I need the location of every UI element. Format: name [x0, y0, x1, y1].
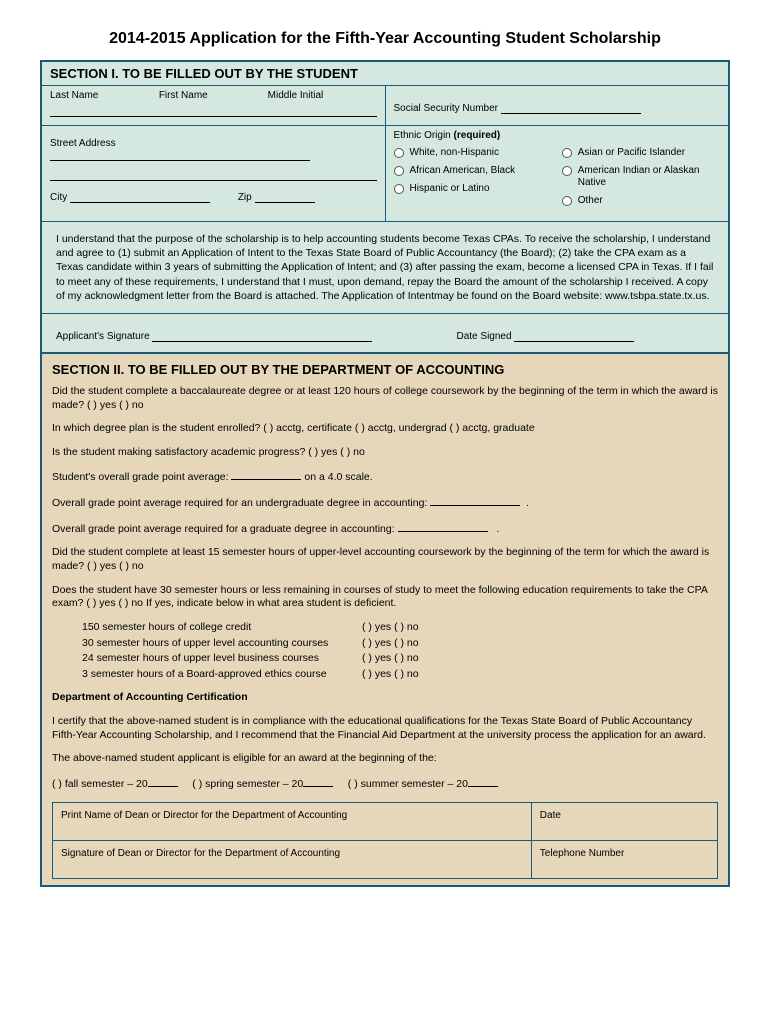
- signature-cell[interactable]: Signature of Dean or Director for the De…: [53, 840, 532, 878]
- name-input-line[interactable]: [50, 103, 377, 117]
- eligible-intro: The above-named student applicant is eli…: [52, 752, 718, 766]
- first-name-label: First Name: [159, 90, 268, 101]
- grad-gpa-input[interactable]: [398, 521, 488, 532]
- ethnic-hispanic: Hispanic or Latino: [410, 183, 490, 195]
- spring-year[interactable]: [303, 776, 333, 787]
- signature-row: Applicant's Signature Date Signed: [42, 314, 728, 352]
- semester-options: ( ) fall semester – 20 ( ) spring semest…: [52, 776, 718, 792]
- print-name-cell[interactable]: Print Name of Dean or Director for the D…: [53, 802, 532, 840]
- req-30-yn[interactable]: ( ) yes ( ) no: [362, 637, 419, 651]
- radio-native[interactable]: [562, 166, 572, 176]
- street-address-label: Street Address: [50, 138, 116, 149]
- city-input[interactable]: [70, 191, 210, 203]
- zip-input[interactable]: [255, 191, 315, 203]
- ethnic-other: Other: [578, 195, 603, 207]
- requirements-list: 150 semester hours of college credit( ) …: [82, 621, 718, 682]
- radio-other[interactable]: [562, 196, 572, 206]
- req-24-yn[interactable]: ( ) yes ( ) no: [362, 652, 419, 666]
- section-1-row-1: Last Name First Name Middle Initial Soci…: [42, 86, 728, 126]
- ssn-label: Social Security Number: [394, 103, 498, 114]
- q-baccalaureate: Did the student complete a baccalaureate…: [52, 385, 718, 412]
- gpa-input[interactable]: [231, 469, 301, 480]
- applicant-signature-input[interactable]: [152, 330, 372, 342]
- fall-year[interactable]: [148, 776, 178, 787]
- signature-table: Print Name of Dean or Director for the D…: [52, 802, 718, 879]
- radio-hispanic[interactable]: [394, 184, 404, 194]
- q-gpa: Student's overall grade point average: o…: [52, 469, 718, 485]
- q-grad-gpa: Overall grade point average required for…: [52, 521, 718, 537]
- q-satisfactory-progress: Is the student making satisfactory acade…: [52, 446, 718, 460]
- q-undergrad-gpa: Overall grade point average required for…: [52, 495, 718, 511]
- spring-option[interactable]: ( ) spring semester – 20: [192, 778, 303, 790]
- section-2-header: SECTION II. TO BE FILLED OUT BY THE DEPA…: [42, 354, 728, 381]
- summer-option[interactable]: ( ) summer semester – 20: [348, 778, 468, 790]
- date-signed-input[interactable]: [514, 330, 634, 342]
- req-150-yn[interactable]: ( ) yes ( ) no: [362, 621, 419, 635]
- street-input-2[interactable]: [50, 167, 377, 181]
- fall-option[interactable]: ( ) fall semester – 20: [52, 778, 148, 790]
- ethnic-native: American Indian or Alaskan Native: [578, 165, 720, 189]
- section-1: SECTION I. TO BE FILLED OUT BY THE STUDE…: [42, 62, 728, 354]
- middle-initial-label: Middle Initial: [268, 90, 377, 101]
- q-15-hours: Did the student complete at least 15 sem…: [52, 546, 718, 573]
- radio-asian[interactable]: [562, 148, 572, 158]
- q-30-hours: Does the student have 30 semester hours …: [52, 584, 718, 611]
- radio-african[interactable]: [394, 166, 404, 176]
- certification-header: Department of Accounting Certification: [52, 691, 718, 705]
- last-name-label: Last Name: [50, 90, 159, 101]
- ethnic-required: (required): [454, 130, 501, 141]
- date-cell[interactable]: Date: [531, 802, 717, 840]
- section-1-header: SECTION I. TO BE FILLED OUT BY THE STUDE…: [42, 62, 728, 86]
- ssn-input[interactable]: [501, 102, 641, 114]
- ethnic-african: African American, Black: [410, 165, 516, 177]
- undergrad-gpa-input[interactable]: [430, 495, 520, 506]
- certification-text: I certify that the above-named student i…: [52, 715, 718, 742]
- q-gpa-b: on a 4.0 scale.: [304, 471, 372, 483]
- summer-year[interactable]: [468, 776, 498, 787]
- req-150: 150 semester hours of college credit: [82, 621, 362, 635]
- q-grad-gpa-text: Overall grade point average required for…: [52, 523, 395, 535]
- form-container: SECTION I. TO BE FILLED OUT BY THE STUDE…: [40, 60, 730, 887]
- zip-label: Zip: [238, 192, 252, 203]
- q-undergrad-gpa-text: Overall grade point average required for…: [52, 497, 427, 509]
- req-3: 3 semester hours of a Board-approved eth…: [82, 668, 362, 682]
- applicant-signature-label: Applicant's Signature: [56, 331, 150, 342]
- ethnic-origin-label: Ethnic Origin: [394, 130, 451, 141]
- q-degree-plan: In which degree plan is the student enro…: [52, 422, 718, 436]
- page-title: 2014-2015 Application for the Fifth-Year…: [40, 30, 730, 48]
- q-gpa-a: Student's overall grade point average:: [52, 471, 229, 483]
- req-30: 30 semester hours of upper level account…: [82, 637, 362, 651]
- ethnic-asian: Asian or Pacific Islander: [578, 147, 685, 159]
- agreement-text: I understand that the purpose of the sch…: [42, 222, 728, 314]
- radio-white[interactable]: [394, 148, 404, 158]
- city-label: City: [50, 192, 67, 203]
- phone-cell[interactable]: Telephone Number: [531, 840, 717, 878]
- date-signed-label: Date Signed: [457, 331, 512, 342]
- req-24: 24 semester hours of upper level busines…: [82, 652, 362, 666]
- section-1-row-2: Street Address City Zip Ethnic Origin (r…: [42, 126, 728, 222]
- ethnic-white: White, non-Hispanic: [410, 147, 499, 159]
- street-input-1[interactable]: [50, 149, 310, 161]
- req-3-yn[interactable]: ( ) yes ( ) no: [362, 668, 419, 682]
- section-2: SECTION II. TO BE FILLED OUT BY THE DEPA…: [42, 354, 728, 885]
